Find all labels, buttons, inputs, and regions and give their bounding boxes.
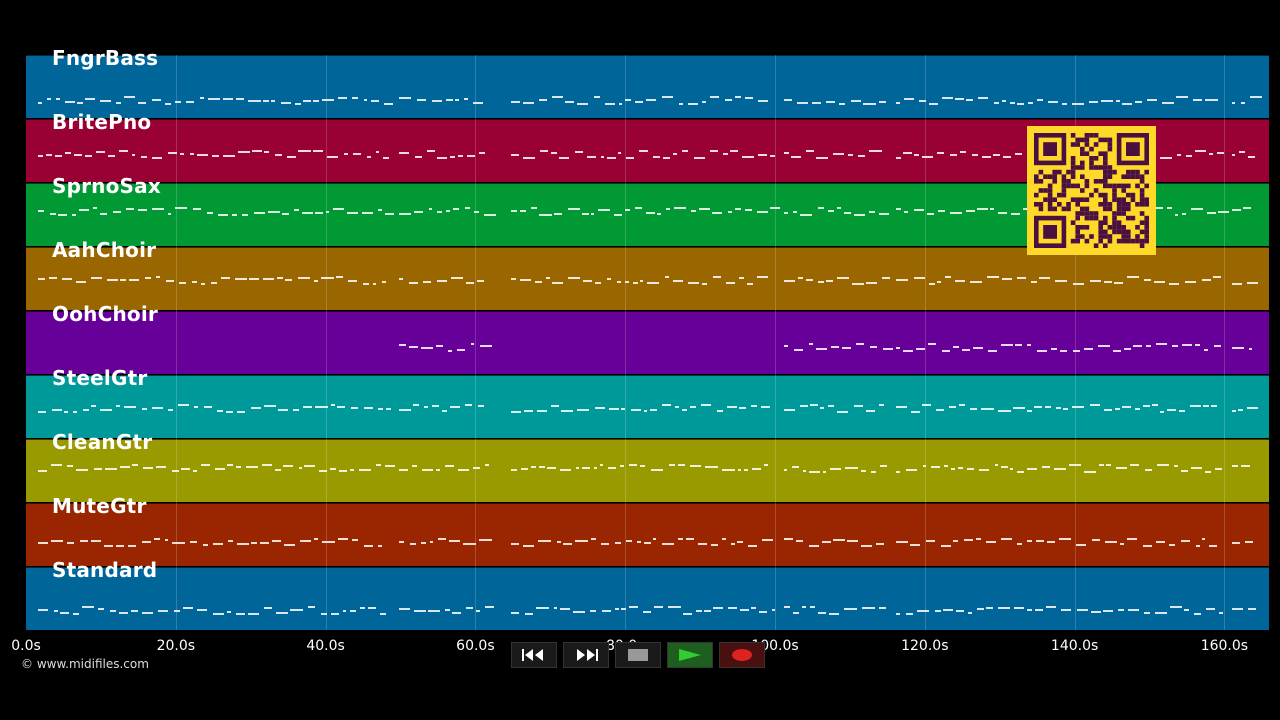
copyright-text: © www.midifiles.com <box>21 657 149 671</box>
note-area <box>26 440 1269 502</box>
grid-line <box>175 55 177 630</box>
track-label: AahChoir <box>52 238 157 262</box>
grid-line <box>1074 55 1076 630</box>
track-label: SprnoSax <box>52 174 161 198</box>
grid-line <box>1224 55 1226 630</box>
play-button[interactable] <box>667 642 713 668</box>
track-lane: FngrBass <box>26 46 1269 118</box>
grid-line <box>625 55 627 630</box>
grid-line <box>325 55 327 630</box>
fast-forward-button[interactable] <box>563 642 609 668</box>
grid-line <box>924 55 926 630</box>
track-lane: SteelGtr <box>26 366 1269 438</box>
time-tick-label: 20.0s <box>156 638 196 654</box>
track-lane: Standard <box>26 558 1269 630</box>
time-tick-label: 40.0s <box>306 638 345 654</box>
track-lane: AahChoir <box>26 238 1269 310</box>
rewind-icon <box>522 649 543 661</box>
track-label: MuteGtr <box>52 494 147 518</box>
track-lane: OohChoir <box>26 302 1269 374</box>
time-tick-label: 120.0s <box>901 638 949 654</box>
fast-forward-icon <box>577 649 598 661</box>
note-area <box>26 184 1269 246</box>
note-area <box>26 312 1269 374</box>
track-label: CleanGtr <box>52 430 153 454</box>
track-label: Standard <box>52 558 158 582</box>
time-tick-label: 160.0s <box>1200 638 1249 654</box>
note-area <box>26 504 1269 566</box>
stop-button[interactable] <box>615 642 661 668</box>
note-area <box>26 376 1269 438</box>
track-label: SteelGtr <box>52 366 148 390</box>
note-area <box>26 248 1269 310</box>
time-tick-label: 0.0s <box>11 638 41 654</box>
time-tick-label: 140.0s <box>1050 638 1099 654</box>
rewind-button[interactable] <box>511 642 557 668</box>
track-lane: CleanGtr <box>26 430 1269 502</box>
transport-controls <box>511 642 769 670</box>
track-lane: MuteGtr <box>26 494 1269 566</box>
qr-code <box>1027 126 1156 255</box>
time-tick-label: 60.0s <box>456 638 495 654</box>
note-area <box>26 56 1269 118</box>
track-label: BritePno <box>52 110 152 134</box>
track-label: OohChoir <box>52 302 158 326</box>
note-area <box>26 568 1269 630</box>
track-label: FngrBass <box>52 46 159 70</box>
grid-line <box>475 55 477 630</box>
stop-icon <box>628 649 648 661</box>
grid-line <box>775 55 776 630</box>
record-icon <box>732 649 752 661</box>
record-button[interactable] <box>719 642 765 668</box>
play-icon <box>679 649 701 661</box>
